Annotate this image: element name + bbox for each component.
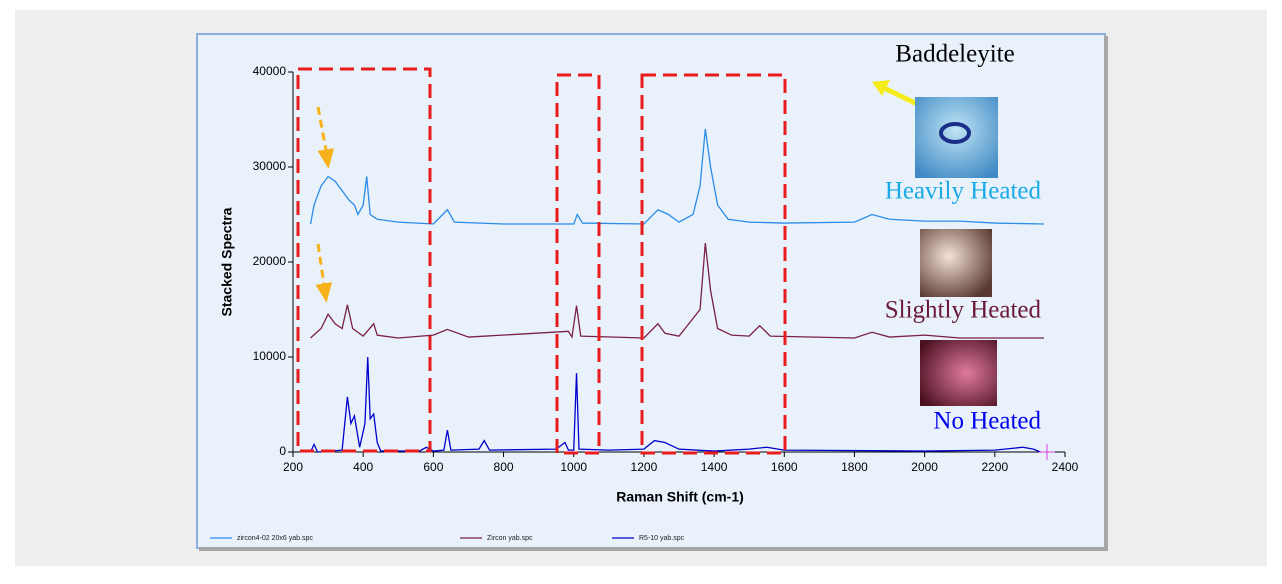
x-tick-label: 2400: [1052, 460, 1079, 474]
chart: 0 10000 20000 30000 40000 200 400 600 800 1000 120…: [0, 0, 1282, 579]
annotation: Heavily Heated: [885, 178, 1042, 205]
x-tick-label: 400: [353, 460, 373, 474]
y-axis-title: Stacked Spectra: [219, 207, 235, 316]
y-tick-label: 20000: [253, 254, 287, 268]
panel-shadow: [1104, 36, 1108, 550]
photo: [920, 340, 997, 406]
legend-label: R5-10 yab.spc: [639, 535, 685, 542]
x-tick-label: 1200: [631, 460, 658, 474]
x-tick-label: 600: [423, 460, 443, 474]
legend-label: zircon4-02 20x6 yab.spc: [237, 535, 313, 542]
y-tick-label: 10000: [253, 349, 287, 363]
x-tick-label: 2000: [911, 460, 938, 474]
x-axis-title: Raman Shift (cm-1): [616, 489, 744, 505]
x-tick-label: 200: [283, 460, 303, 474]
x-tick-label: 2200: [981, 460, 1008, 474]
y-tick-label: 40000: [253, 64, 287, 78]
annotation: Baddeleyite: [895, 41, 1014, 68]
x-tick-label: 800: [494, 460, 514, 474]
legend-label: Zircon yab.spc: [487, 535, 533, 542]
photo: [915, 97, 998, 178]
annotation: Slightly Heated: [885, 297, 1042, 324]
x-tick-label: 1400: [701, 460, 728, 474]
annotation: No Heated: [933, 408, 1041, 435]
y-tick-label: 30000: [253, 159, 287, 173]
photo: [920, 229, 992, 297]
y-tick-label: 0: [279, 444, 286, 458]
x-tick-label: 1800: [841, 460, 868, 474]
panel-shadow: [199, 547, 1108, 551]
x-tick-label: 1600: [771, 460, 798, 474]
x-tick-label: 1000: [560, 460, 587, 474]
